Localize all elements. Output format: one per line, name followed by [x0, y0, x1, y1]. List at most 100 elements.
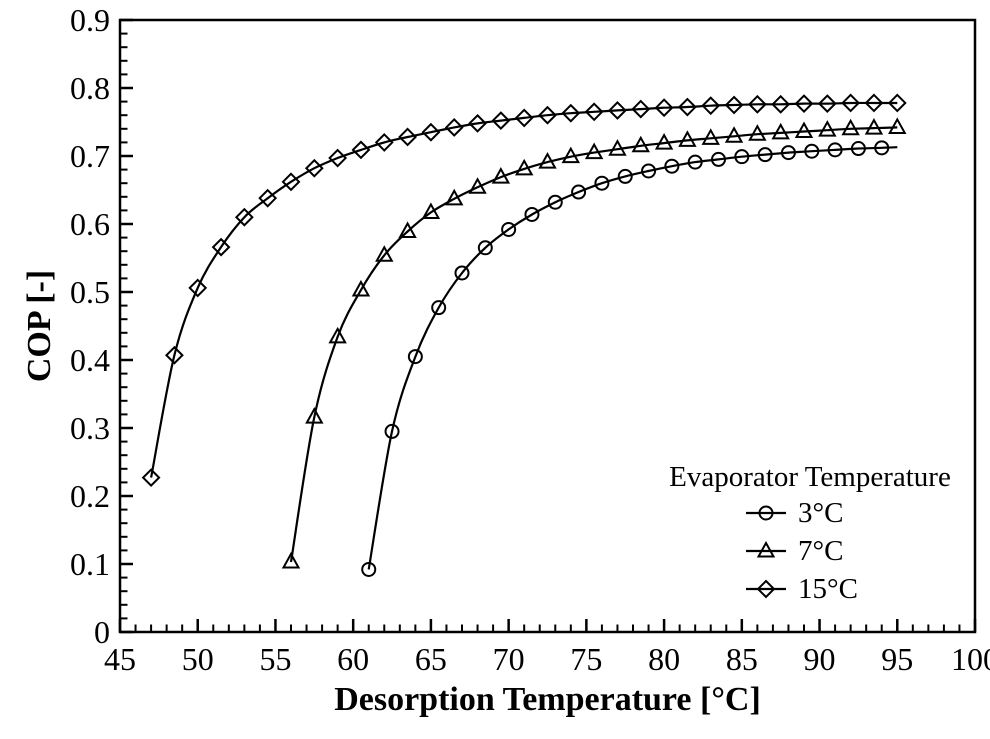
diamond-marker	[398, 127, 418, 147]
circle-marker	[874, 140, 890, 156]
triangle-marker	[421, 202, 441, 219]
diamond-marker	[724, 95, 744, 115]
x-axis-title: Desorption Temperature [°C]	[334, 681, 761, 718]
legend-entry-label: 15°C	[798, 572, 858, 605]
circle-marker	[804, 143, 820, 159]
diamond-marker	[258, 188, 278, 208]
y-tick-label: 0.7	[70, 138, 110, 174]
circle-marker	[827, 142, 843, 158]
diamond-marker	[631, 99, 651, 119]
x-tick-label: 100	[951, 641, 990, 677]
triangle-marker	[771, 122, 790, 140]
diamond-marker	[351, 140, 371, 160]
diamond-marker	[841, 93, 861, 113]
circle-marker	[524, 206, 540, 222]
diamond-marker	[164, 345, 184, 365]
diamond-marker	[304, 158, 324, 178]
diamond-marker	[538, 105, 557, 125]
diamond-marker	[608, 101, 627, 120]
y-axis-ticks	[120, 18, 133, 634]
circle-marker	[407, 349, 423, 365]
diamond-marker	[701, 96, 721, 116]
triangle-marker	[864, 118, 884, 135]
circle-marker	[454, 265, 470, 281]
circle-marker	[734, 149, 750, 165]
diamond-marker	[747, 94, 767, 114]
triangle-marker	[631, 135, 650, 153]
triangle-marker	[445, 188, 464, 206]
series-15c	[141, 93, 907, 488]
legend-entry: 3°C	[660, 494, 960, 532]
legend-entry-label: 3°C	[798, 496, 844, 529]
diamond-marker	[491, 111, 511, 131]
diamond-marker	[328, 148, 348, 168]
y-tick-label: 0.9	[70, 2, 110, 38]
diamond-marker	[374, 132, 394, 152]
diamond-marker	[561, 103, 581, 123]
triangle-marker	[468, 177, 487, 194]
x-tick-label: 95	[881, 641, 914, 677]
x-tick-label: 80	[648, 641, 681, 677]
triangle-marker	[491, 167, 511, 184]
x-tick-label: 70	[492, 641, 525, 677]
triangle-marker	[514, 158, 534, 176]
legend: Evaporator Temperature 3°C 7°C 15°C	[660, 461, 960, 608]
circle-marker	[571, 184, 587, 200]
diamond-marker	[444, 118, 464, 137]
legend-entry-label: 7°C	[798, 534, 844, 567]
series-3c	[361, 140, 898, 577]
diamond-marker	[421, 122, 441, 142]
series-line	[367, 146, 898, 570]
diamond-marker	[887, 93, 907, 113]
diamond-marker	[514, 108, 534, 128]
triangle-marker	[561, 146, 581, 164]
diamond-marker	[211, 237, 231, 257]
circle-marker	[501, 221, 517, 237]
x-tick-label: 45	[104, 641, 136, 677]
diamond-marker	[677, 97, 697, 117]
series-7c	[281, 117, 907, 569]
diamond-marker	[756, 579, 776, 599]
circle-marker	[384, 423, 400, 439]
diamond-legend-marker-icon	[746, 579, 786, 599]
triangle-marker	[305, 407, 324, 424]
circle-marker	[594, 175, 610, 191]
circle-marker	[664, 158, 680, 174]
circle-marker	[711, 151, 726, 167]
circle-marker	[617, 168, 633, 184]
triangle-marker	[724, 126, 744, 143]
x-tick-label: 75	[570, 641, 603, 677]
x-axis-ticks	[118, 619, 977, 632]
triangle-marker	[584, 142, 604, 160]
circle-marker	[477, 240, 493, 256]
triangle-marker	[678, 130, 697, 147]
y-tick-label: 0.6	[70, 206, 110, 242]
x-tick-label: 85	[725, 641, 758, 677]
triangle-marker	[794, 121, 814, 139]
x-tick-label: 65	[414, 641, 447, 677]
diamond-marker	[794, 94, 814, 114]
y-tick-label: 0	[94, 614, 110, 650]
circle-marker	[361, 561, 377, 577]
triangle-marker	[818, 120, 837, 137]
y-tick-label: 0.8	[70, 70, 110, 106]
y-axis-title: COP [-]	[21, 269, 58, 383]
triangle-marker	[281, 551, 301, 569]
triangle-marker	[328, 326, 347, 344]
diamond-marker	[771, 94, 791, 114]
x-tick-label: 50	[181, 641, 214, 677]
circle-marker	[641, 163, 657, 179]
triangle-marker	[654, 133, 674, 150]
legend-entry: 7°C	[660, 532, 960, 570]
y-tick-label: 0.2	[70, 478, 110, 514]
y-tick-label: 0.3	[70, 410, 110, 446]
diamond-marker	[584, 102, 604, 122]
x-tick-label: 60	[337, 641, 370, 677]
diamond-marker	[468, 113, 487, 133]
diamond-marker	[281, 172, 301, 192]
triangle-marker	[756, 541, 776, 558]
y-tick-label: 0.5	[70, 274, 110, 310]
y-tick-label: 0.1	[70, 546, 110, 582]
triangle-marker	[888, 117, 907, 134]
